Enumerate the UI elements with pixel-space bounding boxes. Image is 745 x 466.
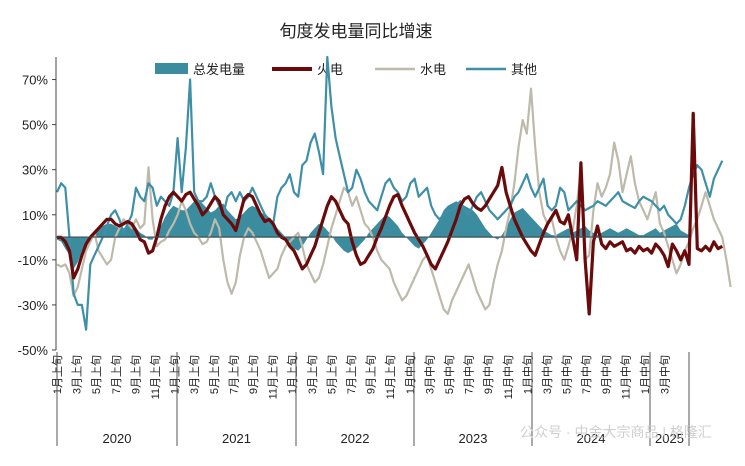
x-tick-label: 5月上旬	[325, 355, 338, 394]
y-tick-label: -50%	[18, 343, 49, 358]
x-tick-label: 7月中旬	[463, 355, 476, 394]
x-tick-label: 1月上旬	[286, 355, 299, 394]
y-tick-label: -10%	[18, 253, 49, 268]
series-area-total	[57, 199, 689, 269]
x-tick-label: 5月中旬	[443, 355, 456, 394]
x-tick-label: 11月上旬	[384, 355, 397, 399]
x-tick-label: 5月上旬	[208, 355, 221, 394]
x-tick-label: 7月上旬	[227, 355, 240, 394]
year-label: 2020	[103, 431, 132, 446]
legend-item-hydro: 水电	[420, 62, 446, 77]
y-tick-label: 50%	[22, 118, 48, 133]
x-tick-label: 9月上旬	[365, 355, 378, 394]
series-line-thermal	[57, 111, 724, 316]
x-tick-label: 3月中旬	[423, 355, 436, 394]
year-label: 2021	[222, 431, 251, 446]
plot-area	[56, 55, 732, 331]
legend-item-total: 总发电量	[193, 62, 245, 77]
x-tick-label: 3月上旬	[71, 355, 84, 394]
x-tick-label: 3月上旬	[306, 355, 319, 394]
x-tick-label: 9月上旬	[129, 355, 142, 394]
x-tick-label: 11月上旬	[267, 355, 280, 399]
x-tick-label: 1月中旬	[521, 355, 534, 394]
x-tick-label: 5月中旬	[561, 355, 574, 394]
y-axis: -50% -30% -10% 10% 30% 50% 70%	[18, 57, 57, 358]
x-tick-label: 9月中旬	[482, 355, 495, 394]
year-label: 2024	[577, 431, 606, 446]
x-tick-label: 7月上旬	[110, 355, 123, 394]
year-label: 2023	[459, 431, 488, 446]
year-label: 2022	[341, 431, 370, 446]
x-tick-label: 11月中旬	[619, 355, 632, 399]
x-tick-label: 7月上旬	[345, 355, 358, 394]
series-line-other	[56, 55, 724, 331]
x-axis: 1月上旬 3月上旬 5月上旬 7月上旬 9月上旬 11月上旬 1月上旬 3月上旬 5月上旬 7月上…	[51, 236, 690, 446]
y-tick-label: 30%	[22, 163, 48, 178]
x-tick-label: 3月中旬	[541, 355, 554, 394]
x-tick-label: 11月上旬	[149, 355, 162, 399]
x-tick-label: 11月中旬	[502, 355, 515, 399]
legend-item-thermal: 火电	[317, 62, 343, 77]
legend-item-other: 其他	[511, 62, 537, 77]
y-tick-label: -30%	[18, 298, 49, 313]
x-tick-label: 1月上旬	[169, 355, 182, 394]
legend-swatch	[155, 63, 188, 74]
x-tick-label: 9月中旬	[600, 355, 613, 394]
x-tick-label: 3月上旬	[188, 355, 201, 394]
x-tick-label: 1月中旬	[639, 355, 652, 394]
year-label: 2025	[655, 431, 684, 446]
x-tick-label: 3月中旬	[659, 355, 672, 394]
legend: 总发电量 火电 水电 其他	[155, 62, 537, 77]
series-line-hydro	[56, 87, 732, 315]
y-tick-label: 10%	[22, 208, 48, 223]
y-tick-label: 70%	[22, 73, 48, 88]
x-tick-label: 1月中旬	[404, 355, 417, 394]
watermark-text: 公众号 · 中金大宗商品 | 格隆汇	[520, 424, 712, 440]
x-tick-label: 7月中旬	[580, 355, 593, 394]
x-tick-label: 9月上旬	[247, 355, 260, 394]
chart-title: 旬度发电量同比增速	[280, 22, 433, 41]
x-tick-label: 5月上旬	[90, 355, 103, 394]
